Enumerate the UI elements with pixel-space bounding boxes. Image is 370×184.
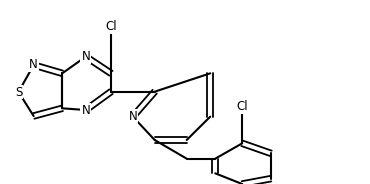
Text: N: N [81,103,90,116]
Text: Cl: Cl [236,100,248,113]
Text: N: N [128,110,137,123]
Text: S: S [15,86,22,98]
Text: N: N [81,50,90,63]
Text: N: N [29,59,38,72]
Text: Cl: Cl [105,20,117,33]
